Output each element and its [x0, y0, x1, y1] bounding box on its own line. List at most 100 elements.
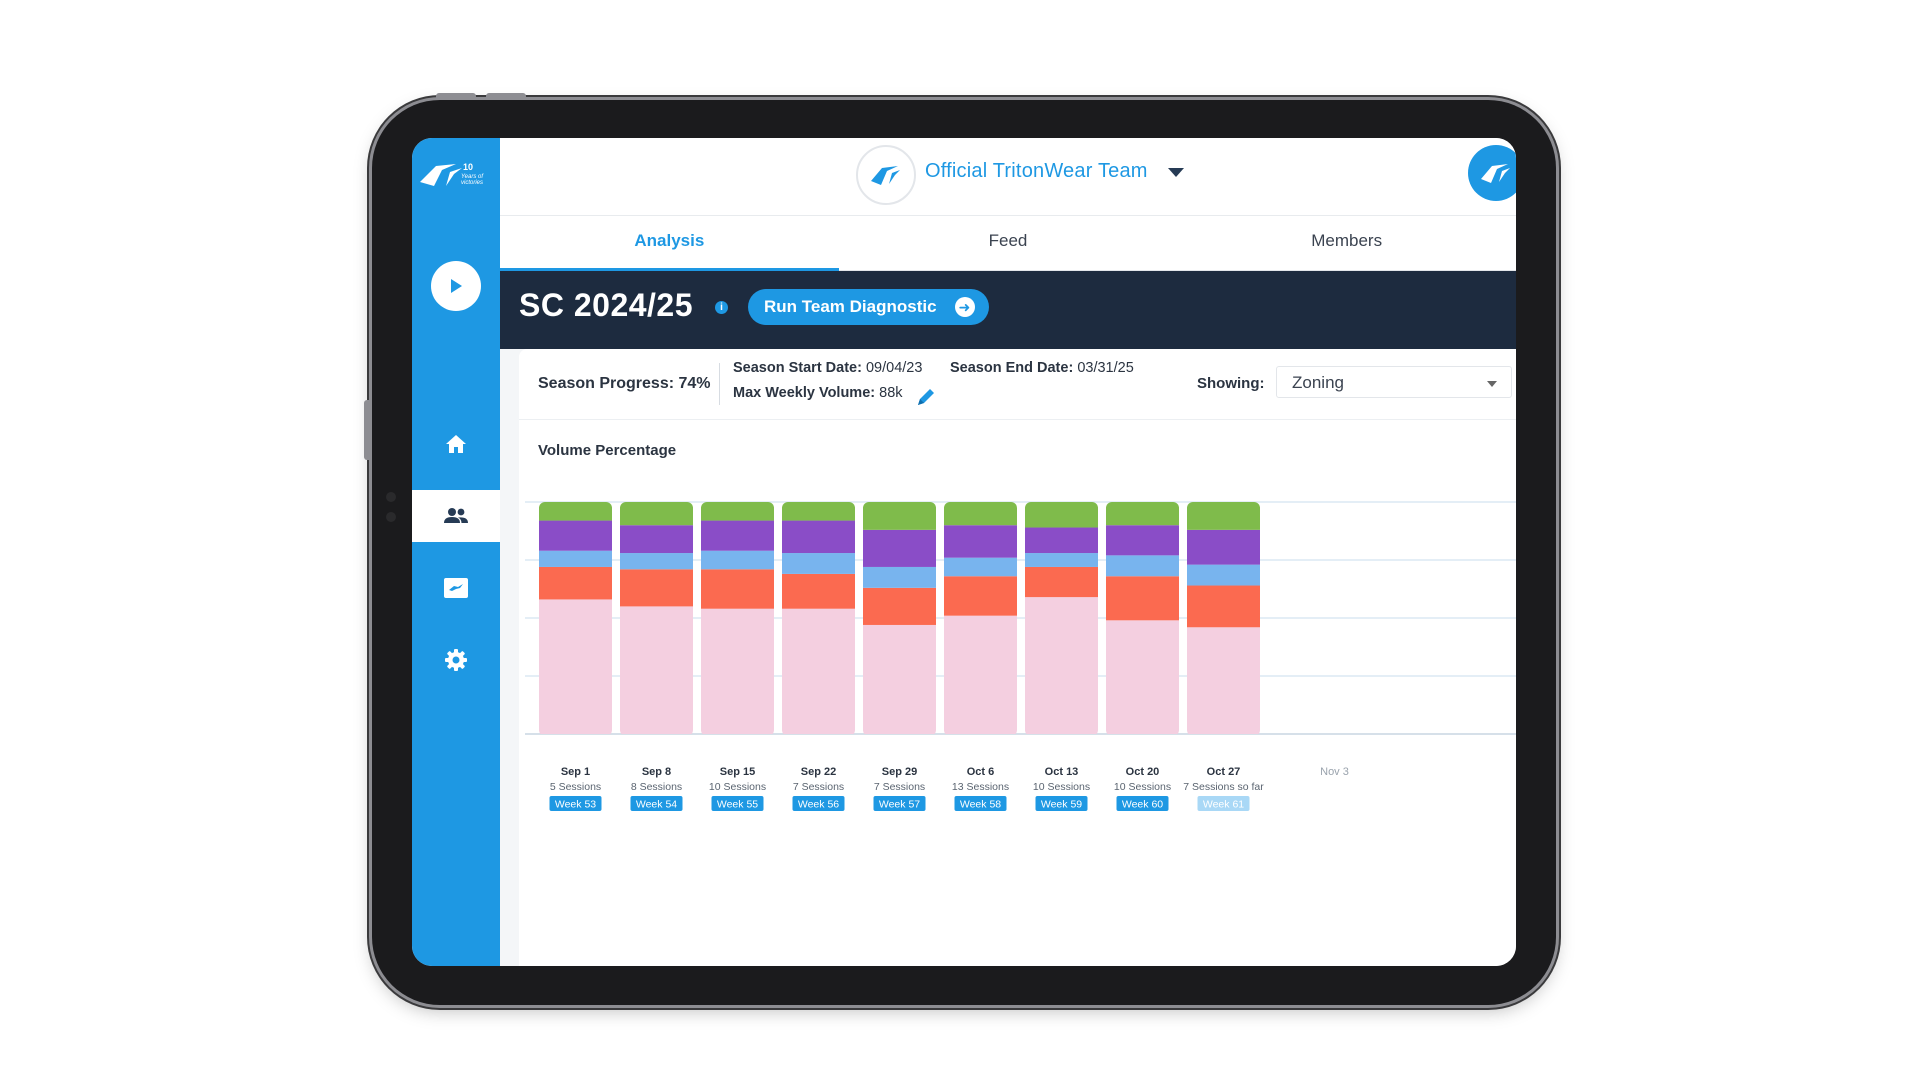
- chart-icon: [444, 578, 468, 598]
- season-start-value: 09/04/23: [865, 360, 923, 376]
- bar-segment: [701, 608, 774, 734]
- volume-percentage-chart: Sep 1 5 Sessions Week 53 Sep 8 8 Sessions Wee…: [525, 501, 1516, 811]
- bar-segment: [944, 557, 1017, 577]
- week-badge[interactable]: [630, 796, 683, 811]
- svg-text:Years of: Years of: [461, 174, 484, 180]
- bar-segment: [782, 520, 855, 554]
- sessions-label: 7 Sessions: [793, 781, 844, 793]
- stacked-bar[interactable]: [539, 502, 612, 734]
- chevron-down-icon[interactable]: [1168, 168, 1184, 177]
- nav-team[interactable]: [412, 490, 500, 542]
- week-badge[interactable]: [792, 796, 845, 811]
- week-badge[interactable]: [1197, 796, 1250, 811]
- bar-segment: [782, 573, 855, 609]
- bar-segment: [1025, 566, 1098, 598]
- week-badge[interactable]: [954, 796, 1007, 811]
- diagnostic-label: Run Team Diagnostic: [764, 297, 937, 316]
- week-date-label: Sep 29: [882, 766, 917, 778]
- sidebar: 10 Years of victories: [412, 138, 500, 966]
- stacked-bar[interactable]: [782, 502, 855, 734]
- stacked-bar[interactable]: [701, 502, 774, 734]
- camera-dot: [386, 492, 396, 502]
- analysis-card: Season Progress: 74% Season Start Date: …: [519, 349, 1516, 966]
- week-badge-label: Week 58: [960, 799, 1001, 811]
- stacked-bar[interactable]: [1106, 502, 1179, 734]
- week-badge-label: Week 53: [555, 799, 596, 811]
- bar-segment: [863, 624, 936, 734]
- bar-segment: [701, 502, 774, 521]
- week-badge-label: Week 60: [1122, 799, 1163, 811]
- home-icon: [446, 435, 466, 453]
- play-button[interactable]: [431, 261, 481, 311]
- run-team-diagnostic-button[interactable]: Run Team Diagnostic ➜: [748, 289, 989, 325]
- bar-segment: [539, 566, 612, 600]
- user-avatar[interactable]: [1468, 145, 1516, 201]
- week-date-label: Oct 6: [967, 766, 995, 778]
- bar-segment: [1106, 502, 1179, 526]
- sessions-label: 7 Sessions so far: [1183, 781, 1264, 793]
- bar-segment: [1106, 576, 1179, 621]
- max-weekly-volume-value: 88k: [879, 385, 903, 401]
- bar-segment: [782, 502, 855, 521]
- bar-segment: [1106, 620, 1179, 734]
- season-header: SC 2024/25 i Run Team Diagnostic ➜: [500, 271, 1516, 349]
- bar-segment: [863, 587, 936, 625]
- nav-settings[interactable]: [412, 634, 500, 686]
- week-date-label: Nov 3: [1320, 766, 1349, 778]
- top-bar: Official TritonWear Team: [500, 138, 1516, 216]
- bar-segment: [1025, 553, 1098, 567]
- bar-segment: [782, 608, 855, 734]
- bar-segment: [620, 525, 693, 554]
- bar-segment: [863, 502, 936, 530]
- showing-label: Showing:: [1197, 375, 1265, 392]
- tablet-top-button: [486, 93, 526, 99]
- sessions-label: 10 Sessions: [709, 781, 766, 793]
- edit-pencil-icon[interactable]: [916, 387, 936, 412]
- bar-segment: [620, 553, 693, 570]
- week-badge[interactable]: [1035, 796, 1088, 811]
- season-start-label: Season Start Date:: [733, 360, 862, 376]
- bar-segment: [701, 550, 774, 570]
- season-title: SC 2024/25: [519, 287, 694, 323]
- nav-home[interactable]: [412, 418, 500, 470]
- week-badge[interactable]: [711, 796, 764, 811]
- tab-members[interactable]: Members: [1311, 231, 1383, 250]
- arrow-right-icon: ➜: [954, 297, 975, 317]
- play-icon: [451, 279, 462, 293]
- camera-dot: [386, 512, 396, 522]
- week-badge[interactable]: [549, 796, 602, 811]
- tab-feed[interactable]: Feed: [988, 231, 1028, 250]
- stacked-bar[interactable]: [1025, 502, 1098, 734]
- stacked-bar[interactable]: [944, 502, 1017, 734]
- stacked-bar[interactable]: [620, 502, 693, 734]
- nav-sessions[interactable]: [412, 562, 500, 614]
- svg-text:victories: victories: [461, 180, 483, 186]
- bar-segment: [944, 615, 1017, 734]
- bar-segment: [1025, 527, 1098, 554]
- sessions-label: 13 Sessions: [952, 781, 1009, 793]
- week-badge[interactable]: [1116, 796, 1169, 811]
- showing-select[interactable]: Zoning: [1276, 366, 1512, 398]
- bar-segment: [1025, 597, 1098, 734]
- bar-segment: [863, 566, 936, 588]
- sessions-label: 8 Sessions: [631, 781, 682, 793]
- team-selector[interactable]: Official TritonWear Team: [925, 160, 1148, 182]
- sessions-label: 10 Sessions: [1114, 781, 1171, 793]
- stacked-bar[interactable]: [863, 502, 936, 734]
- info-icon[interactable]: i: [715, 301, 728, 314]
- showing-select-value: Zoning: [1292, 373, 1344, 392]
- week-date-label: Sep 15: [720, 766, 755, 778]
- bar-segment: [1187, 585, 1260, 628]
- max-weekly-volume: Max Weekly Volume: 88k: [733, 385, 903, 401]
- screen: 10 Years of victories: [412, 138, 1516, 966]
- tab-analysis[interactable]: Analysis: [500, 216, 839, 272]
- team-icon: [444, 508, 468, 523]
- week-date-label: Sep 22: [801, 766, 836, 778]
- stacked-bar[interactable]: [1187, 502, 1260, 734]
- bar-segment: [701, 569, 774, 609]
- team-avatar[interactable]: [856, 145, 916, 205]
- season-end-value: 03/31/25: [1077, 360, 1134, 376]
- bar-segment: [539, 550, 612, 567]
- bar-segment: [944, 502, 1017, 526]
- week-badge[interactable]: [873, 796, 926, 811]
